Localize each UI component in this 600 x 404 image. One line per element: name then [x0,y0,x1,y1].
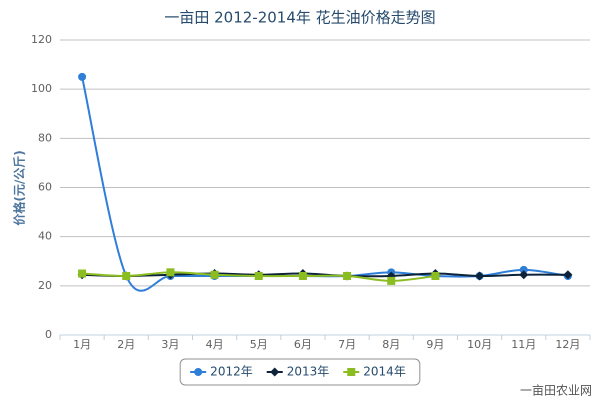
x-tick-label: 5月 [250,338,268,351]
watermark: 一亩田农业网 [520,383,592,398]
marker [78,269,87,278]
marker [431,272,440,280]
marker [347,368,356,376]
marker [387,276,396,285]
y-tick-label: 120 [31,33,52,46]
marker [122,272,131,280]
legend: 2012年 2013年 2014年 [179,358,421,386]
legend-label: 2012年 [210,365,253,379]
x-tick-label: 3月 [161,338,179,351]
marker [343,272,352,280]
marker [78,72,87,81]
legend-item: 2012年 [190,365,253,379]
x-tick-label: 12月 [555,338,580,351]
y-axis-label: 价格(元/公斤) [12,150,27,225]
legend-label: 2014年 [363,365,406,379]
marker [194,368,203,376]
marker [166,268,175,277]
y-tick-label: 100 [31,82,52,95]
y-tick-label: 40 [38,230,52,243]
x-tick-label: 10月 [467,338,492,351]
series-line [81,76,569,292]
x-tick-label: 9月 [426,338,444,351]
x-tick-label: 11月 [511,338,536,351]
y-tick-label: 60 [38,181,52,194]
x-tick-label: 2月 [117,338,135,351]
x-tick-label: 1月 [73,338,91,351]
marker [475,271,485,281]
legend-label: 2013年 [287,365,330,379]
marker [270,367,280,377]
marker [254,272,263,280]
y-tick-label: 20 [38,279,52,292]
x-tick-label: 6月 [294,338,312,351]
y-tick-label: 80 [38,131,52,144]
x-tick-label: 4月 [206,338,224,351]
marker [210,270,219,279]
chart-title: 一亩田 2012-2014年 花生油价格走势图 [164,9,435,27]
legend-box [179,358,421,386]
marker [563,270,573,280]
y-tick-label: 0 [45,328,52,341]
marker [298,272,307,280]
x-tick-label: 8月 [382,338,400,351]
legend-item: 2014年 [343,365,406,379]
x-tick-label: 7月 [338,338,356,351]
marker [519,270,529,280]
marker [519,265,528,274]
legend-item: 2013年 [266,365,330,379]
